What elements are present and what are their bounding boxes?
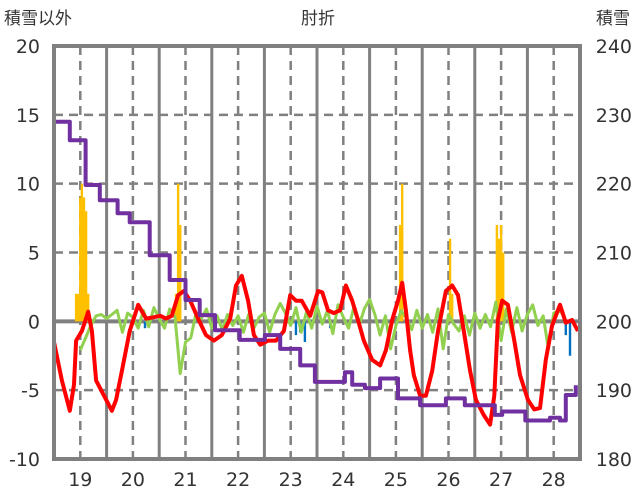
blue-bar [564,321,567,336]
y-right-tick-label: 200 [596,311,632,333]
x-tick-label: 26 [436,469,460,491]
yellow-bar [448,238,452,322]
x-tick-label: 23 [279,469,303,491]
yellow-bar [84,211,88,322]
right-axis-label: 積雪 [596,9,630,29]
y-right-tick-label: 210 [596,243,632,265]
yellow-bar [74,293,78,322]
yellow-bar [86,293,90,322]
left-axis-label: 積雪以外 [4,9,72,29]
y-left-tick-label: -10 [9,449,40,471]
y-right-tick-label: 220 [596,174,632,196]
yellow-bar [450,293,454,322]
x-tick-label: 27 [489,469,513,491]
y-right-tick-label: 180 [596,449,632,471]
red-series-line [52,273,580,427]
x-tick-label: 22 [226,469,250,491]
yellow-bar [76,293,80,322]
x-tick-label: 24 [331,469,355,491]
y-left-tick-label: 5 [28,243,40,265]
yellow-bar [497,238,501,322]
yellow-bar [401,183,404,322]
yellow-bar [502,252,505,322]
chart-title: 肘折 [301,9,335,29]
y-right-tick-label: 240 [596,36,632,58]
y-left-tick-label: 0 [28,311,40,333]
blue-bar [303,321,307,342]
y-left-tick-label: 10 [16,174,40,196]
y-right-tick-label: 230 [596,105,632,127]
lines [52,119,580,427]
x-tick-label: 20 [121,469,145,491]
plot-frame [52,44,582,461]
yellow-bar [80,183,84,322]
grid [54,46,580,459]
y-right-tick-label: 190 [596,380,632,402]
blue-bar [294,321,298,336]
y-left-tick-label: 15 [16,105,40,127]
blue-bar [568,321,572,356]
yellow-bar [179,224,182,322]
blue-bar [143,321,147,329]
yellow-bar [398,224,402,322]
purple-series-line [54,119,578,423]
y-left-tick-label: 20 [16,36,40,58]
yellow-bar [82,197,86,322]
yellow-bar [176,183,180,322]
x-tick-label: 19 [68,469,92,491]
yellow-bar [79,197,82,322]
yellow-bar [499,224,503,322]
y-left-tick-label: -5 [21,380,40,402]
green-series-line [78,297,566,376]
x-tick-label: 25 [384,469,408,491]
x-tick-label: 21 [173,469,197,491]
yellow-bar [495,224,499,322]
x-tick-label: 28 [542,469,566,491]
